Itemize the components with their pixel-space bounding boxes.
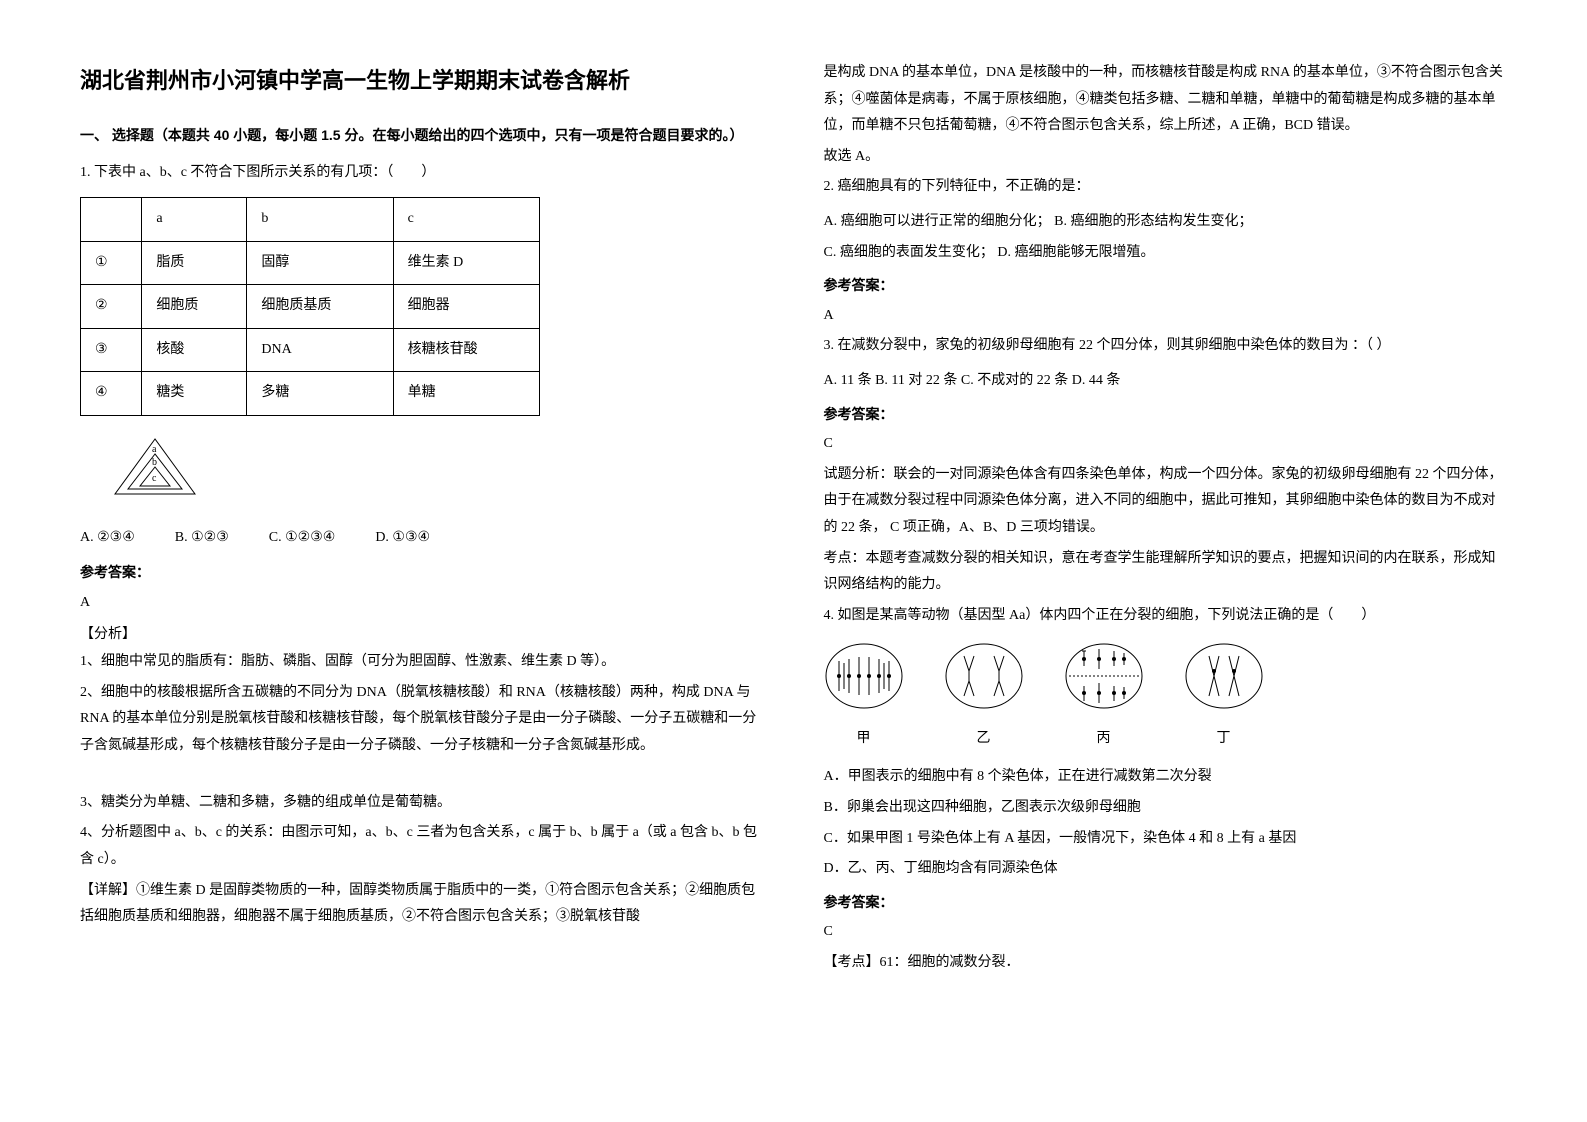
table-row: ① 脂质 固醇 维生素 D: [81, 241, 540, 285]
cell-item: 甲: [824, 641, 904, 752]
q4-option-a: A．甲图表示的细胞中有 8 个染色体，正在进行减数第二次分裂: [824, 764, 1508, 791]
cell-item: 丁: [1184, 641, 1264, 752]
cell-label: 丙: [1064, 726, 1144, 753]
q3-answer: C: [824, 431, 1508, 458]
table-cell: DNA: [247, 328, 393, 372]
section-header: 一、 选择题（本题共 40 小题，每小题 1.5 分。在每小题给出的四个选项中，…: [80, 122, 764, 149]
analysis-para: 2、细胞中的核酸根据所含五碳糖的不同分为 DNA（脱氧核糖核酸）和 RNA（核糖…: [80, 680, 764, 760]
q1-stem: 1. 下表中 a、b、c 不符合下图所示关系的有几项：（ ）: [80, 160, 764, 187]
table-cell: 多糖: [247, 372, 393, 416]
q3-options: A. 11 条 B. 11 对 22 条 C. 不成对的 22 条 D. 44 …: [824, 368, 1508, 395]
q2-stem: 2. 癌细胞具有的下列特征中，不正确的是：: [824, 174, 1508, 201]
table-cell: 固醇: [247, 241, 393, 285]
q2-options-line1: A. 癌细胞可以进行正常的细胞分化； B. 癌细胞的形态结构发生变化；: [824, 209, 1508, 236]
table-cell: 维生素 D: [393, 241, 539, 285]
q4-exam-point: 【考点】61：细胞的减数分裂．: [824, 950, 1508, 977]
nested-triangle-icon: a b c: [110, 434, 200, 504]
triangle-label-c: c: [152, 473, 157, 484]
analysis-para: 3、糖类分为单糖、二糖和多糖，多糖的组成单位是葡萄糖。: [80, 790, 764, 817]
triangle-label-b: b: [152, 457, 157, 468]
detail-continued: 是构成 DNA 的基本单位，DNA 是核酸中的一种，而核糖核苷酸是构成 RNA …: [824, 60, 1508, 140]
right-column: 是构成 DNA 的基本单位，DNA 是核酸中的一种，而核糖核苷酸是构成 RNA …: [824, 60, 1508, 1062]
table-cell: 单糖: [393, 372, 539, 416]
q2-answer: A: [824, 303, 1508, 330]
page-title: 湖北省荆州市小河镇中学高一生物上学期期末试卷含解析: [80, 60, 764, 102]
triangle-label-a: a: [152, 444, 157, 455]
conclusion: 故选 A。: [824, 144, 1508, 171]
cell-diagram-icon: [1184, 641, 1264, 711]
q4-stem: 4. 如图是某高等动物（基因型 Aa）体内四个正在分裂的细胞，下列说法正确的是（…: [824, 603, 1508, 630]
q4-option-b: B．卵巢会出现这四种细胞，乙图表示次级卵母细胞: [824, 795, 1508, 822]
triangle-diagram: a b c: [110, 434, 764, 515]
answer-label: 参考答案：: [824, 889, 1508, 916]
table-cell: a: [142, 197, 247, 241]
table-header-row: a b c: [81, 197, 540, 241]
cell-diagram-icon: [1064, 641, 1144, 711]
q4-option-d: D．乙、丙、丁细胞均含有同源染色体: [824, 856, 1508, 883]
answer-label: 参考答案：: [824, 401, 1508, 428]
table-cell: ④: [81, 372, 142, 416]
table-cell: 糖类: [142, 372, 247, 416]
analysis-para: 1、细胞中常见的脂质有：脂肪、磷脂、固醇（可分为胆固醇、性激素、维生素 D 等）…: [80, 649, 764, 676]
table-cell: 核酸: [142, 328, 247, 372]
detail-para: 【详解】①维生素 D 是固醇类物质的一种，固醇类物质属于脂质中的一类，①符合图示…: [80, 878, 764, 931]
q3-analysis: 试题分析：联会的一对同源染色体含有四条染色单体，构成一个四分体。家兔的初级卵母细…: [824, 462, 1508, 542]
answer-label: 参考答案：: [824, 272, 1508, 299]
cell-item: 乙: [944, 641, 1024, 752]
option-d: D. ①③④: [375, 525, 430, 552]
table-cell: 脂质: [142, 241, 247, 285]
table-cell: ①: [81, 241, 142, 285]
table-cell: ②: [81, 285, 142, 329]
cell-label: 丁: [1184, 726, 1264, 753]
q1-table: a b c ① 脂质 固醇 维生素 D ② 细胞质 细胞质基质 细胞器 ③ 核酸…: [80, 197, 540, 416]
q1-answer: A: [80, 590, 764, 617]
table-row: ③ 核酸 DNA 核糖核苷酸: [81, 328, 540, 372]
q4-option-c: C．如果甲图 1 号染色体上有 A 基因，一般情况下，染色体 4 和 8 上有 …: [824, 826, 1508, 853]
table-cell: [81, 197, 142, 241]
cell-label: 乙: [944, 726, 1024, 753]
left-column: 湖北省荆州市小河镇中学高一生物上学期期末试卷含解析 一、 选择题（本题共 40 …: [80, 60, 764, 1062]
q4-answer: C: [824, 919, 1508, 946]
q1-options: A. ②③④ B. ①②③ C. ①②③④ D. ①③④: [80, 525, 764, 552]
option-b: B. ①②③: [175, 525, 229, 552]
cell-label: 甲: [824, 726, 904, 753]
table-cell: 细胞质基质: [247, 285, 393, 329]
table-cell: ③: [81, 328, 142, 372]
table-cell: 细胞质: [142, 285, 247, 329]
analysis-para: 4、分析题图中 a、b、c 的关系：由图示可知，a、b、c 三者为包含关系，c …: [80, 820, 764, 873]
cell-item: 丙: [1064, 641, 1144, 752]
table-cell: b: [247, 197, 393, 241]
cell-diagrams: 甲 乙 丙: [824, 641, 1508, 752]
cell-diagram-icon: [944, 641, 1024, 711]
q3-point: 考点：本题考查减数分裂的相关知识，意在考查学生能理解所学知识的要点，把握知识间的…: [824, 546, 1508, 599]
option-a: A. ②③④: [80, 525, 135, 552]
q2-options-line2: C. 癌细胞的表面发生变化； D. 癌细胞能够无限增殖。: [824, 240, 1508, 267]
answer-label: 参考答案：: [80, 559, 764, 586]
table-row: ④ 糖类 多糖 单糖: [81, 372, 540, 416]
option-c: C. ①②③④: [269, 525, 336, 552]
cell-diagram-icon: [824, 641, 904, 711]
table-cell: 细胞器: [393, 285, 539, 329]
table-row: ② 细胞质 细胞质基质 细胞器: [81, 285, 540, 329]
q1-analysis-label: 【分析】: [80, 622, 764, 649]
table-cell: c: [393, 197, 539, 241]
table-cell: 核糖核苷酸: [393, 328, 539, 372]
q3-stem: 3. 在减数分裂中，家兔的初级卵母细胞有 22 个四分体，则其卵细胞中染色体的数…: [824, 333, 1508, 360]
